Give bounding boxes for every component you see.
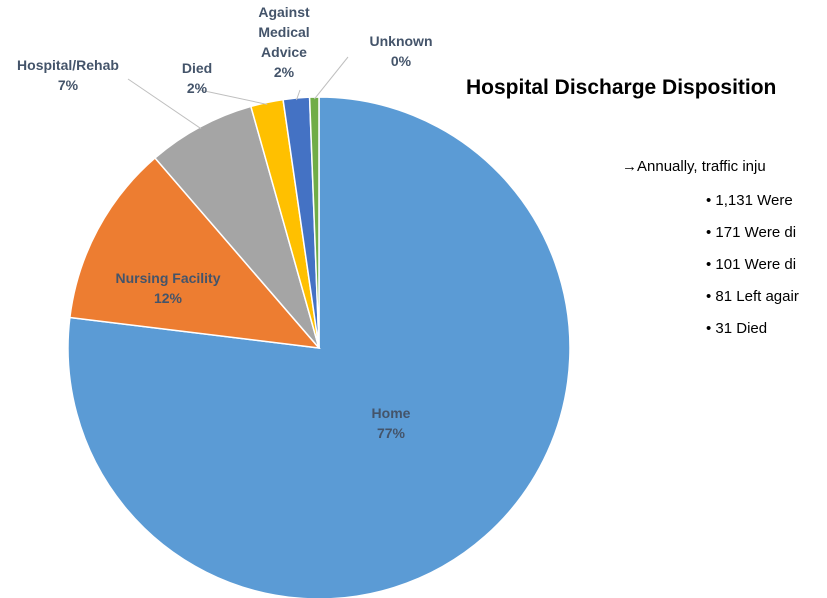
bullet-item: • 101 Were di — [706, 256, 799, 288]
panel-bullet-list: • 1,131 Were • 171 Were di • 101 Were di… — [706, 192, 799, 352]
bullet-item: • 81 Left agair — [706, 288, 799, 320]
discharge-summary-panel: Hospital Discharge Disposition →Annually… — [466, 76, 827, 376]
slice-label-against-medical-advice: Against Medical Advice 2% — [258, 4, 310, 80]
slice-label-unknown: Unknown 0% — [370, 33, 433, 69]
slice-label-hospital-rehab: Hospital/Rehab 7% — [17, 57, 119, 93]
bullet-item: • 1,131 Were — [706, 192, 799, 224]
panel-title: Hospital Discharge Disposition — [466, 76, 776, 100]
leader-line-died — [200, 90, 267, 104]
slice-label-died: Died 2% — [182, 60, 212, 96]
bullet-item: • 171 Were di — [706, 224, 799, 256]
panel-intro-text: →Annually, traffic inju — [622, 158, 766, 175]
leader-line-unknown — [314, 57, 348, 99]
bullet-item: • 31 Died — [706, 320, 799, 352]
